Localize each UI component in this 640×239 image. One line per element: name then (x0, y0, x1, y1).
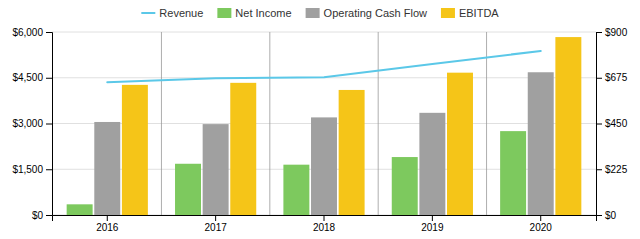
legend-swatch (306, 8, 320, 18)
tick-mark (46, 215, 52, 216)
bar (528, 72, 554, 215)
tick: $675 (596, 72, 628, 83)
tick-label: $3,000 (12, 118, 43, 129)
legend-label: Revenue (159, 7, 203, 19)
tick-mark (107, 215, 108, 221)
tick-label: $0 (605, 210, 617, 221)
chart: $0 $1,500 $3,000 $4,500 $6,000 $0 $225 $450 $675… (0, 0, 640, 239)
tick-label: 2018 (313, 222, 336, 233)
x-axis: 2016 2017 2018 2019 2020 (53, 215, 597, 233)
tick-label: $1,500 (12, 164, 43, 175)
y-axis: $0 $1,500 $3,000 $4,500 $6,000 (12, 27, 52, 221)
tick: $0 (596, 210, 617, 221)
marks (67, 37, 582, 215)
axis-line (597, 33, 603, 216)
grid (52, 32, 596, 215)
tick-label: $4,500 (12, 72, 43, 83)
tick: $1,500 (12, 164, 52, 175)
legend: Revenue Net Income Operating Cash Flow EBIT… (141, 7, 499, 19)
group-separator (378, 32, 379, 215)
bar (392, 157, 418, 215)
tick-mark (46, 169, 52, 170)
bar (339, 90, 365, 215)
bar (203, 124, 229, 215)
tick-label: $900 (605, 27, 628, 38)
legend-item: Operating Cash Flow (306, 7, 427, 19)
bar (230, 83, 256, 215)
bar (555, 37, 581, 215)
legend-swatch (441, 8, 455, 18)
line (107, 51, 540, 82)
tick-mark (596, 124, 602, 125)
tick: 2016 (96, 215, 119, 233)
tick-label: $675 (605, 72, 628, 83)
tick-label: $225 (605, 164, 628, 175)
tick: 2020 (530, 215, 553, 233)
bar (419, 113, 445, 215)
separators (161, 32, 486, 215)
legend-item: EBITDA (441, 7, 499, 19)
bar (447, 73, 473, 215)
bar (283, 165, 309, 215)
tick-label: 2019 (421, 222, 444, 233)
legend-label: Net Income (235, 7, 291, 19)
tick-label: 2020 (530, 222, 553, 233)
chart-container: $0 $1,500 $3,000 $4,500 $6,000 $0 $225 $450 $675… (0, 0, 640, 239)
tick: 2019 (421, 215, 444, 233)
legend-swatch (217, 8, 231, 18)
tick-label: $450 (605, 118, 628, 129)
tick: $3,000 (12, 118, 52, 129)
group-separator (161, 32, 162, 215)
tick: $0 (32, 210, 52, 221)
tick-mark (324, 215, 325, 221)
tick-mark (215, 215, 216, 221)
tick-mark (46, 78, 52, 79)
bar (500, 131, 526, 215)
bar-series (94, 72, 553, 215)
tick: $900 (596, 27, 628, 38)
tick-mark (596, 169, 602, 170)
tick-mark (46, 32, 52, 33)
tick-mark (596, 78, 602, 79)
axis-line (46, 33, 53, 216)
bar (122, 85, 148, 215)
tick: 2017 (205, 215, 228, 233)
y2-axis: $0 $225 $450 $675 $900 (596, 27, 628, 221)
grid-line (52, 32, 596, 33)
tick-label: 2016 (96, 222, 119, 233)
tick-label: $0 (32, 210, 44, 221)
bar-series (122, 37, 581, 215)
tick-label: $6,000 (12, 27, 43, 38)
tick-mark (540, 215, 541, 221)
legend-item: Revenue (141, 7, 203, 19)
tick: $225 (596, 164, 628, 175)
legend-label: Operating Cash Flow (324, 7, 427, 19)
group-separator (269, 32, 270, 215)
tick: $6,000 (12, 27, 52, 38)
tick: 2018 (313, 215, 336, 233)
legend-swatch (141, 12, 155, 14)
tick-mark (432, 215, 433, 221)
axis-line (53, 216, 597, 222)
legend-item: Net Income (217, 7, 291, 19)
tick: $4,500 (12, 72, 52, 83)
bar (311, 117, 337, 215)
tick-label: 2017 (205, 222, 228, 233)
tick: $450 (596, 118, 628, 129)
bar (175, 164, 201, 215)
legend-label: EBITDA (459, 7, 499, 19)
tick-mark (46, 124, 52, 125)
tick-mark (596, 32, 602, 33)
group-separator (486, 32, 487, 215)
bar (67, 204, 93, 215)
bar (94, 122, 120, 215)
